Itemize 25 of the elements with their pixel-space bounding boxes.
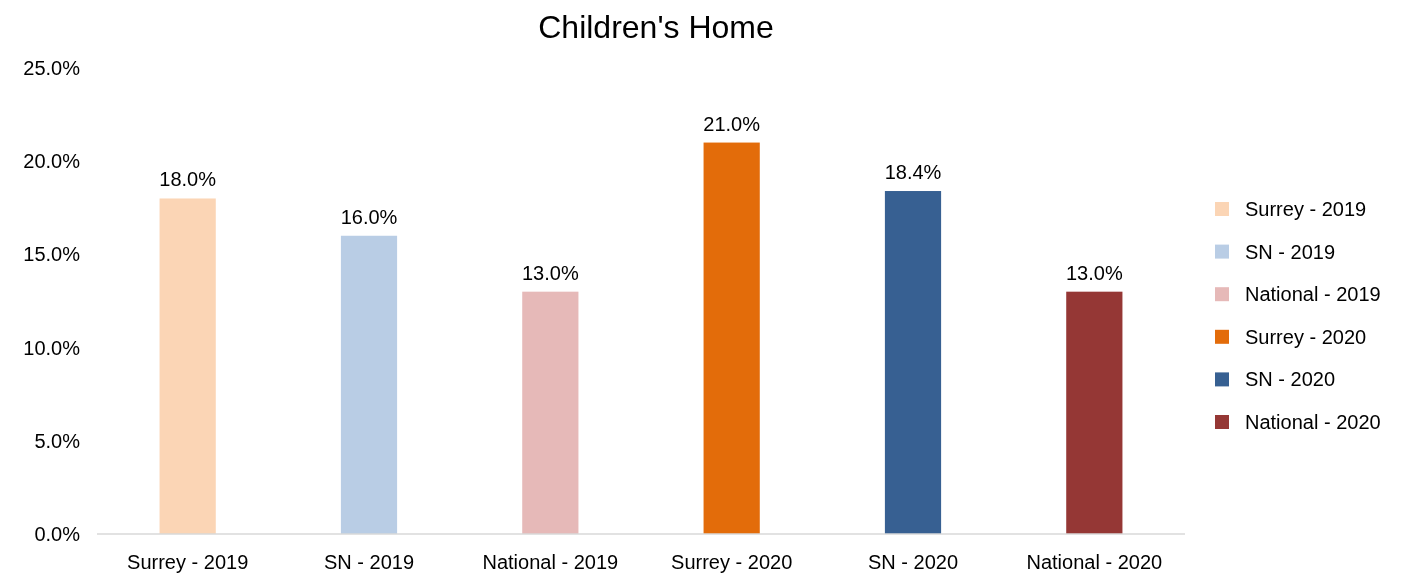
- x-tick-label: SN - 2020: [867, 551, 959, 573]
- y-tick-label: 5.0%: [34, 429, 81, 452]
- legend-label: Surrey - 2020: [1245, 325, 1367, 348]
- data-label: 13.0%: [521, 261, 579, 284]
- data-label: 21.0%: [703, 112, 761, 135]
- legend-label: SN - 2019: [1245, 240, 1336, 263]
- x-tick-label: National - 2020: [1026, 551, 1163, 573]
- data-label: 18.4%: [884, 161, 942, 184]
- y-tick-label: 20.0%: [23, 150, 81, 173]
- legend-label: National - 2020: [1245, 411, 1381, 433]
- y-tick-label: 25.0%: [23, 57, 81, 79]
- x-tick-label: National - 2019: [482, 551, 619, 573]
- legend-label: National - 2019: [1245, 283, 1381, 306]
- legend-label: Surrey - 2019: [1245, 198, 1367, 220]
- chart-title: Children's Home: [538, 9, 774, 45]
- y-tick-label: 10.0%: [23, 336, 81, 359]
- data-label: 13.0%: [1065, 261, 1123, 284]
- data-label: 18.0%: [159, 168, 217, 191]
- y-tick-label: 0.0%: [34, 523, 81, 545]
- data-label: 16.0%: [340, 205, 398, 228]
- y-tick-label: 15.0%: [23, 243, 81, 266]
- x-tick-label: SN - 2019: [323, 551, 415, 573]
- x-tick-label: Surrey - 2020: [671, 551, 793, 573]
- x-tick-label: Surrey - 2019: [127, 551, 249, 573]
- legend-label: SN - 2020: [1245, 368, 1336, 391]
